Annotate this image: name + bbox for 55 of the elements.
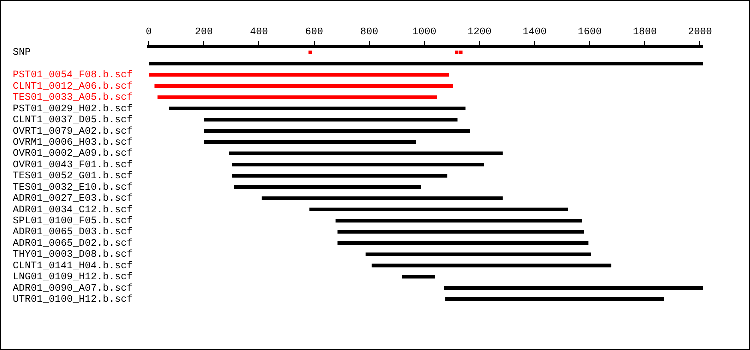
x-tick-label: 0 <box>146 28 152 39</box>
bar <box>372 264 612 268</box>
y-tick-label: ADR01_0065_D02.b.scf <box>13 238 134 250</box>
x-tick-label: 2000 <box>688 28 712 39</box>
y-tick-label: CLNT1_0037_D05.b.scf <box>13 114 134 127</box>
y-tick-label: ADR01_0065_D03.b.scf <box>13 226 134 239</box>
bar <box>158 96 438 100</box>
y-tick-label: PST01_0029_H02.b.scf <box>13 103 134 116</box>
x-tick-label: 800 <box>360 28 379 39</box>
y-tick-label: ADR01_0090_A07.b.scf <box>13 282 134 295</box>
x-tick-label: 1600 <box>578 28 602 39</box>
bar <box>338 241 589 246</box>
x-tick-label: 400 <box>250 28 268 39</box>
y-tick-label: OVRT1_0079_A02.b.scf <box>13 126 134 138</box>
bar <box>204 118 458 122</box>
y-tick-label: SNP <box>13 48 32 60</box>
bar <box>149 62 703 66</box>
bar <box>338 230 584 234</box>
x-tick-label: 1000 <box>412 28 437 39</box>
y-tick-label: CLNT1_0141_H04.b.scf <box>13 260 134 272</box>
y-tick-label: UTR01_0100_H12.b.scf <box>13 294 134 306</box>
y-tick-label: CLNT1_0012_A06.b.scf <box>13 80 134 93</box>
bar <box>154 84 454 88</box>
x-tick-label: 1400 <box>522 28 547 39</box>
y-tick-label: TES01_0032_E10.b.scf <box>13 182 134 194</box>
x-tick-label: 600 <box>305 28 324 39</box>
bar <box>234 185 422 190</box>
y-tick-label: OVRM1_0006_H03.b.scf <box>13 136 134 149</box>
bar <box>232 174 448 178</box>
bar <box>366 252 592 256</box>
y-tick-label: ADR01_0034_C12.b.scf <box>13 204 134 216</box>
bar <box>169 106 466 111</box>
bar <box>336 219 582 223</box>
bar <box>402 275 436 279</box>
y-tick-label: SPL01_0100_F05.b.scf <box>13 216 134 228</box>
bar <box>149 73 450 77</box>
y-tick-label: OVR01_0002_A09.b.scf <box>13 148 134 160</box>
y-tick-label: LNG01_0109_H12.b.scf <box>13 272 134 284</box>
y-tick-label: THY01_0003_D08.b.scf <box>13 249 134 262</box>
bar <box>204 140 416 144</box>
bar <box>446 298 664 302</box>
bar <box>444 286 703 290</box>
bar <box>262 196 503 200</box>
y-tick-label: ADR01_0027_E03.b.scf <box>13 193 134 206</box>
x-tick-label: 1800 <box>633 28 658 39</box>
y-tick-label: OVR01_0043_F01.b.scf <box>13 159 134 172</box>
y-tick-label: TES01_0033_A05.b.scf <box>13 92 134 104</box>
x-tick-label: 1200 <box>468 28 492 39</box>
bar <box>229 152 503 156</box>
x-tick-label: 200 <box>195 28 214 39</box>
bar <box>232 162 484 167</box>
bar <box>204 129 470 133</box>
bar <box>310 208 568 212</box>
y-tick-label: PST01_0054_F08.b.scf <box>13 70 134 82</box>
y-tick-label: TES01_0052_G01.b.scf <box>13 170 134 183</box>
